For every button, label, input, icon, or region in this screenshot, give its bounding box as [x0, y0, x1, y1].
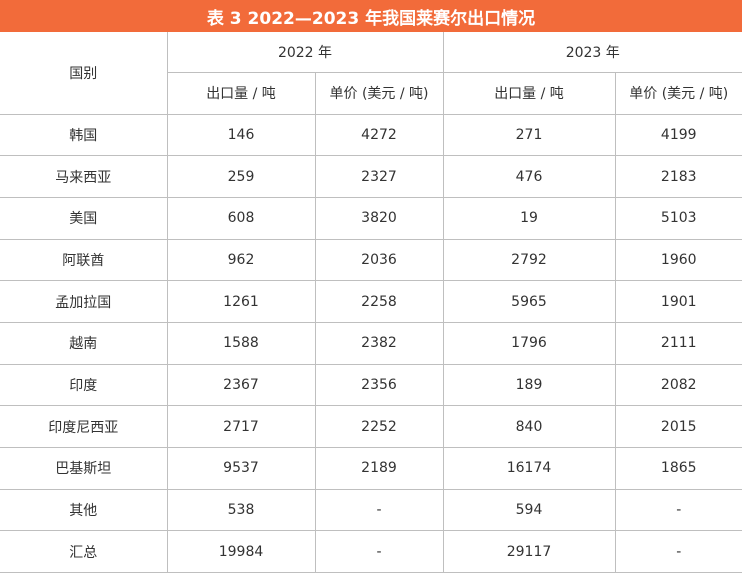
table-body: 韩国 146 4272 271 4199 马来西亚 259 2327 476 2183 美国 608 3… — [0, 113, 742, 574]
unit-price-2022-cell: 2189 — [314, 447, 444, 490]
unit-price-2022-cell: - — [314, 488, 444, 532]
unit-price-2023-cell: 1901 — [614, 280, 742, 323]
unit-price-2022-cell: 2258 — [314, 280, 444, 323]
country-cell: 阿联酋 — [0, 238, 168, 282]
country-cell: 印度尼西亚 — [0, 405, 168, 448]
unit-price-2023-cell: 4199 — [614, 113, 742, 157]
table-row: 印度尼西亚 2717 2252 840 2015 — [0, 405, 742, 448]
header-year-2022: 2022 年 — [166, 32, 444, 73]
header-unit-price-2023: 单价 (美元 / 吨) — [614, 71, 742, 115]
export-volume-2023-cell: 594 — [442, 488, 616, 532]
export-volume-2023-cell: 1796 — [442, 321, 616, 365]
unit-price-2023-cell: 2111 — [614, 321, 742, 365]
header-export-volume-2022: 出口量 / 吨 — [167, 71, 316, 115]
header-unit-price-2022: 单价 (美元 / 吨) — [314, 71, 444, 115]
export-volume-2022-cell: 9537 — [166, 447, 316, 490]
unit-price-2022-cell: 4272 — [314, 113, 444, 157]
table-row: 韩国 146 4272 271 4199 — [0, 113, 742, 157]
table-row: 越南 1588 2382 1796 2111 — [0, 321, 742, 365]
table-row: 美国 608 3820 19 5103 — [0, 196, 742, 240]
export-volume-2023-cell: 29117 — [442, 530, 616, 574]
unit-price-2023-cell: 2183 — [614, 155, 742, 198]
table-row: 印度 2367 2356 189 2082 — [0, 363, 742, 407]
export-volume-2023-cell: 271 — [442, 113, 616, 157]
unit-price-2023-cell: 2082 — [614, 363, 742, 407]
export-volume-2023-cell: 189 — [442, 363, 616, 407]
header-row-metrics: 出口量 / 吨 单价 (美元 / 吨) 出口量 / 吨 单价 (美元 / 吨) — [0, 71, 742, 115]
export-volume-2023-cell: 5965 — [442, 280, 616, 323]
unit-price-2023-cell: - — [614, 530, 742, 574]
unit-price-2022-cell: 2036 — [314, 238, 444, 282]
unit-price-2022-cell: 2382 — [314, 321, 444, 365]
unit-price-2022-cell: - — [314, 530, 444, 574]
table-row: 汇总 19984-29117- — [0, 530, 742, 574]
unit-price-2022-cell: 3820 — [314, 196, 444, 240]
export-volume-2023-cell: 16174 — [442, 447, 616, 490]
country-cell: 马来西亚 — [0, 155, 168, 198]
unit-price-2023-cell: 5103 — [614, 196, 742, 240]
table-row: 其他 538-594- — [0, 488, 742, 532]
export-volume-2022-cell: 1261 — [166, 280, 316, 323]
table-row: 马来西亚 259 2327 476 2183 — [0, 155, 742, 198]
header-country: 国别 — [0, 32, 168, 115]
header-export-volume-2023: 出口量 / 吨 — [442, 71, 616, 115]
header-row-years: 国别 2022 年 2023 年 — [0, 32, 742, 115]
unit-price-2023-cell: - — [614, 488, 742, 532]
export-volume-2022-cell: 608 — [166, 196, 316, 240]
export-volume-2022-cell: 962 — [166, 238, 316, 282]
table-title: 表 3 2022—2023 年我国莱赛尔出口情况 — [0, 0, 742, 32]
country-cell: 越南 — [0, 321, 168, 365]
table-row: 巴基斯坦 9537 2189 16174 1865 — [0, 447, 742, 490]
export-volume-2023-cell: 476 — [442, 155, 616, 198]
export-volume-2022-cell: 2717 — [166, 405, 316, 448]
export-volume-2023-cell: 19 — [442, 196, 616, 240]
country-cell: 印度 — [0, 363, 168, 407]
export-volume-2022-cell: 259 — [166, 155, 316, 198]
export-volume-2022-cell: 538 — [166, 488, 316, 532]
table-row: 阿联酋 962 2036 2792 1960 — [0, 238, 742, 282]
unit-price-2022-cell: 2252 — [314, 405, 444, 448]
export-volume-2023-cell: 2792 — [442, 238, 616, 282]
country-cell: 美国 — [0, 196, 168, 240]
header-year-2023: 2023 年 — [442, 32, 742, 73]
unit-price-2023-cell: 1865 — [614, 447, 742, 490]
export-volume-2022-cell: 1588 — [166, 321, 316, 365]
export-table: 国别 2022 年 2023 年 出口量 / 吨 单价 (美元 / 吨) 出口量… — [0, 32, 742, 574]
table-header: 国别 2022 年 2023 年 出口量 / 吨 单价 (美元 / 吨) 出口量… — [0, 32, 742, 115]
unit-price-2022-cell: 2327 — [314, 155, 444, 198]
export-volume-2022-cell: 146 — [166, 113, 316, 157]
unit-price-2023-cell: 2015 — [614, 405, 742, 448]
country-cell: 孟加拉国 — [0, 280, 168, 323]
table-row: 孟加拉国 1261 2258 5965 1901 — [0, 280, 742, 323]
export-volume-2022-cell: 19984 — [166, 530, 316, 574]
unit-price-2023-cell: 1960 — [614, 238, 742, 282]
country-cell: 韩国 — [0, 113, 168, 157]
country-cell: 巴基斯坦 — [0, 447, 168, 490]
country-cell: 其他 — [0, 488, 168, 532]
export-volume-2022-cell: 2367 — [166, 363, 316, 407]
unit-price-2022-cell: 2356 — [314, 363, 444, 407]
country-cell: 汇总 — [0, 530, 168, 574]
export-volume-2023-cell: 840 — [442, 405, 616, 448]
